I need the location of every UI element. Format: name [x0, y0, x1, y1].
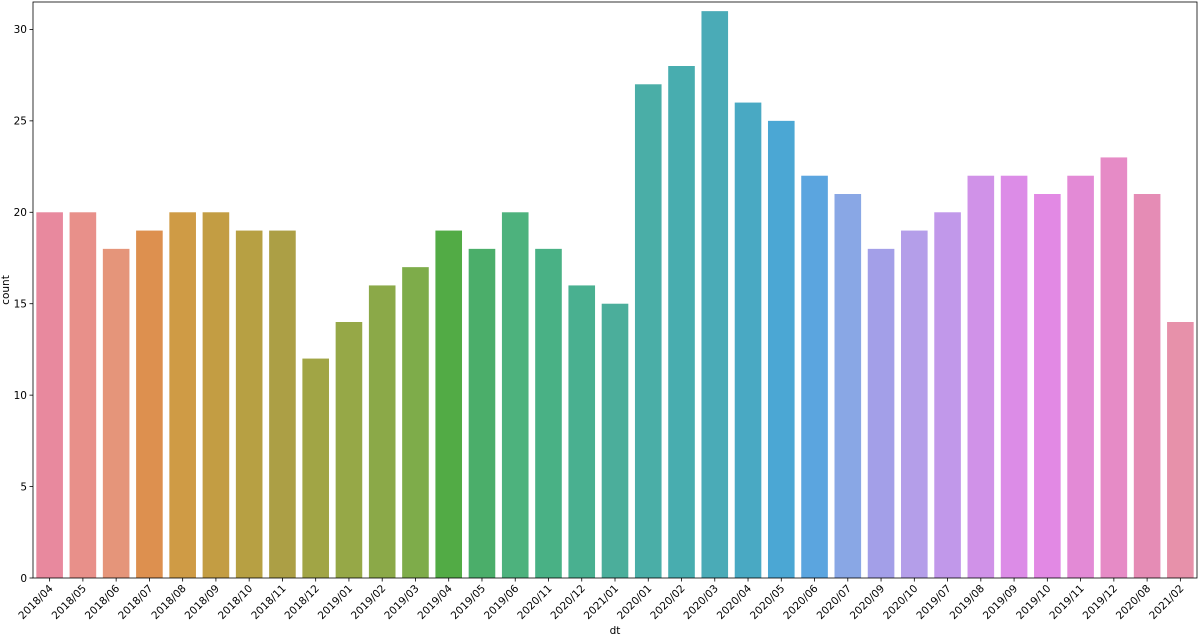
x-tick-label: 2020/02 — [648, 583, 687, 622]
y-tick-label: 30 — [14, 24, 27, 36]
x-tick-label: 2019/05 — [449, 583, 488, 622]
bar-2020-07 — [834, 194, 862, 578]
bar-2020-12 — [568, 285, 596, 578]
y-axis-label: count — [0, 275, 12, 305]
x-tick-label: 2019/01 — [316, 583, 355, 622]
x-tick-label: 2020/04 — [715, 582, 755, 622]
y-tick-label: 20 — [14, 207, 27, 219]
bar-2020-10 — [901, 230, 928, 579]
bar-2020-05 — [767, 120, 795, 578]
x-tick-label: 2019/07 — [914, 583, 953, 622]
x-tick-label: 2018/11 — [249, 583, 288, 622]
bar-2019-07 — [934, 212, 961, 579]
x-tick-label: 2019/08 — [948, 583, 987, 622]
bar-2020-03 — [701, 11, 729, 578]
y-tick-label: 15 — [14, 299, 27, 311]
x-tick-label: 2018/10 — [216, 583, 255, 622]
y-axis: 0 5 10 15 20 25 30 — [14, 24, 33, 585]
x-tick-label: 2020/11 — [515, 583, 554, 622]
bar-2020-01 — [634, 84, 662, 579]
x-tick-label: 2018/06 — [83, 582, 123, 622]
x-tick-label: 2020/08 — [1114, 583, 1153, 622]
bar-2019-09 — [1000, 175, 1028, 578]
x-tick-label: 2018/09 — [183, 583, 222, 622]
bar-2019-05 — [468, 248, 496, 578]
x-tick-label: 2018/12 — [282, 583, 321, 622]
x-tick-label: 2019/04 — [416, 582, 456, 622]
bar-2020-02 — [668, 66, 695, 578]
x-tick-label: 2020/12 — [549, 583, 588, 622]
bar-2018-09 — [202, 212, 230, 579]
bar-2019-04 — [435, 230, 463, 579]
y-tick-label: 25 — [14, 116, 27, 128]
x-tick-label: 2020/05 — [748, 583, 787, 622]
bar-2021-02 — [1167, 322, 1194, 578]
bars-group — [36, 11, 1194, 579]
bar-2021-01 — [601, 303, 629, 578]
x-tick-label: 2020/03 — [682, 583, 721, 622]
bar-2019-11 — [1067, 175, 1094, 578]
bar-2018-05 — [69, 212, 97, 579]
bar-2019-12 — [1100, 157, 1128, 578]
y-tick-label: 5 — [20, 481, 27, 493]
bar-2020-06 — [801, 175, 828, 578]
x-tick-label: 2021/02 — [1147, 583, 1186, 622]
x-tick-label: 2019/09 — [981, 583, 1020, 622]
bar-2018-12 — [302, 358, 329, 578]
x-tick-label: 2019/06 — [482, 582, 522, 622]
y-tick-label: 10 — [14, 390, 27, 402]
x-tick-label: 2020/10 — [881, 583, 920, 622]
x-tick-label: 2020/01 — [615, 583, 654, 622]
bar-2020-08 — [1133, 194, 1161, 578]
x-axis-label: dt — [610, 625, 621, 637]
bar-2019-03 — [402, 267, 429, 578]
bar-2019-01 — [335, 322, 363, 578]
x-tick-label: 2021/01 — [582, 583, 621, 622]
bar-2018-07 — [136, 230, 163, 579]
bar-2018-06 — [102, 248, 130, 578]
x-tick-label: 2019/11 — [1047, 583, 1086, 622]
y-tick-label: 0 — [20, 573, 27, 585]
bar-2020-11 — [535, 248, 562, 578]
bar-2019-06 — [501, 212, 529, 579]
bar-2019-08 — [967, 175, 995, 578]
x-tick-label: 2019/03 — [382, 583, 421, 622]
x-tick-label: 2020/06 — [781, 582, 821, 622]
x-tick-label: 2020/07 — [815, 583, 854, 622]
plot-frame — [32, 1, 1198, 579]
bar-2018-11 — [269, 230, 296, 579]
x-tick-label: 2018/04 — [16, 582, 56, 622]
bar-2019-02 — [368, 285, 396, 578]
x-tick-label: 2019/10 — [1014, 583, 1053, 622]
x-tick-label: 2019/12 — [1081, 583, 1120, 622]
x-axis: 2018/042018/052018/062018/072018/082018/… — [16, 578, 1186, 622]
bar-2020-09 — [867, 248, 895, 578]
x-tick-label: 2018/05 — [50, 583, 89, 622]
x-tick-label: 2018/07 — [116, 583, 155, 622]
bar-2020-04 — [734, 102, 762, 579]
bar-2018-04 — [36, 212, 63, 579]
x-tick-label: 2020/09 — [848, 583, 887, 622]
x-tick-label: 2019/02 — [349, 583, 388, 622]
bar-2019-10 — [1034, 194, 1061, 578]
bar-2018-08 — [169, 212, 196, 579]
bar-2018-10 — [235, 230, 263, 579]
x-tick-label: 2018/08 — [149, 583, 188, 622]
